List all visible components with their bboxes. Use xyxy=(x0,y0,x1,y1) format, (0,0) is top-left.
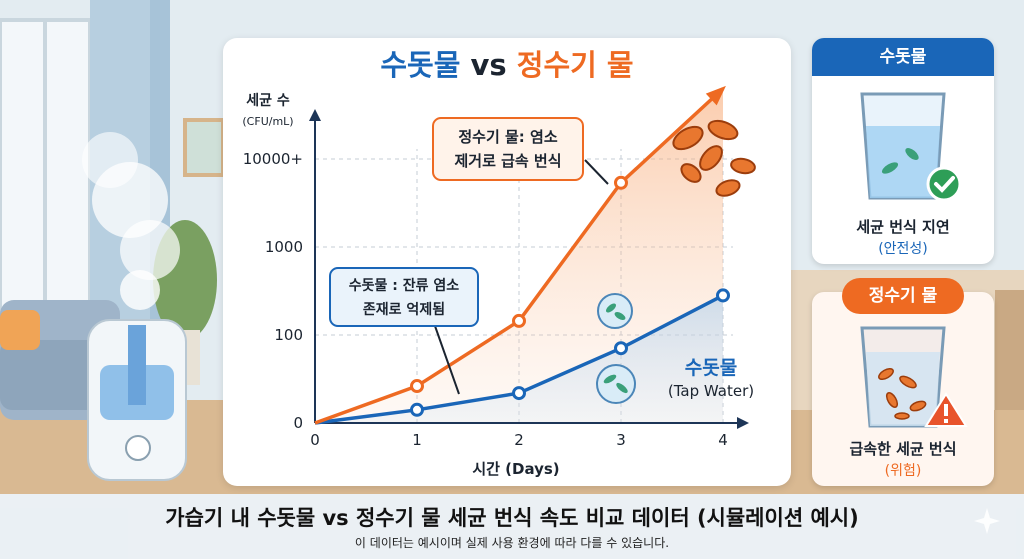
card-tap-line1: 세균 번식 지연 xyxy=(856,218,950,236)
title-vs: vs xyxy=(470,48,507,82)
title-purified: 정수기 물 xyxy=(516,48,634,82)
point-purified-2 xyxy=(512,313,526,328)
area-purified xyxy=(315,88,723,423)
card-tap-line2: (안전성) xyxy=(878,241,928,257)
annotation-tap: 수돗물 : 잔류 염소 존재로 억제됨 xyxy=(329,267,479,395)
series-arrow-purified xyxy=(705,85,726,106)
y-axis-label: 세균 수 xyxy=(246,93,290,109)
y-tick-label-3: 10000+ xyxy=(243,150,303,168)
point-purified-3 xyxy=(614,175,628,190)
sparkle-icon xyxy=(974,508,1000,534)
point-tap-4 xyxy=(716,288,730,303)
caption-title: 가습기 내 수돗물 vs 정수기 물 세균 번식 속도 비교 데이터 (시뮬레이… xyxy=(165,506,859,530)
caption-subtitle: 이 데이터는 예시이며 실제 사용 환경에 따라 다를 수 있습니다. xyxy=(354,536,670,550)
card-purified-header: 정수기 물 xyxy=(842,278,964,314)
series-label-tap-line2: (Tap Water) xyxy=(668,382,754,400)
card-purified-water: 정수기 물 급속한 세균 번식 (위험) xyxy=(812,278,994,486)
glass-clean-icon xyxy=(860,92,962,202)
y-tick-label-1: 100 xyxy=(274,326,303,344)
chart-panel: 수돗물 vs 정수기 물 0 100 1000 10000+ 0 1 2 3 4 xyxy=(223,38,791,486)
y-tick-label-0: 0 xyxy=(293,414,303,432)
x-tick-label-2: 2 xyxy=(514,431,524,449)
picture-frame xyxy=(183,118,225,177)
line-chart: 0 100 1000 10000+ 0 1 2 3 4 xyxy=(242,85,756,478)
tap-bacteria-icon xyxy=(596,293,636,404)
card-purified-line2: (위험) xyxy=(884,463,922,479)
title-tap: 수돗물 xyxy=(380,48,461,82)
annotation-purified-line2: 제거로 급속 번식 xyxy=(454,152,561,170)
point-tap-3 xyxy=(614,341,628,356)
card-tap-water: 수돗물 세균 번식 지연 (안전성) xyxy=(812,38,994,264)
series-label-tap-line1: 수돗물 xyxy=(685,357,737,379)
x-tick-label-3: 3 xyxy=(616,431,626,449)
point-purified-1 xyxy=(410,379,424,394)
bacteria-cluster-icon xyxy=(672,119,756,197)
point-tap-1 xyxy=(410,402,424,417)
caption-bar: 가습기 내 수돗물 vs 정수기 물 세균 번식 속도 비교 데이터 (시뮬레이… xyxy=(0,494,1024,559)
chart-title: 수돗물 vs 정수기 물 xyxy=(223,42,791,84)
x-axis-arrow xyxy=(737,417,749,429)
y-axis-unit: (CFU/mL) xyxy=(242,115,293,128)
x-tick-label-1: 1 xyxy=(412,431,422,449)
annotation-tap-line1: 수돗물 : 잔류 염소 xyxy=(349,277,460,294)
y-tick-label-2: 1000 xyxy=(265,238,303,256)
annotation-purified: 정수기 물: 염소 제거로 급속 번식 xyxy=(432,117,609,185)
glass-contaminated-icon xyxy=(860,326,968,428)
x-tick-label-4: 4 xyxy=(718,431,728,449)
point-tap-2 xyxy=(512,386,526,401)
card-purified-line1: 급속한 세균 번식 xyxy=(849,440,957,458)
x-tick-label-0: 0 xyxy=(310,431,320,449)
annotation-tap-line2: 존재로 억제됨 xyxy=(363,302,445,318)
x-axis-label: 시간 (Days) xyxy=(472,460,559,478)
y-axis-arrow xyxy=(309,109,321,121)
card-tap-header: 수돗물 xyxy=(812,38,994,76)
annotation-purified-line1: 정수기 물: 염소 xyxy=(458,128,557,146)
